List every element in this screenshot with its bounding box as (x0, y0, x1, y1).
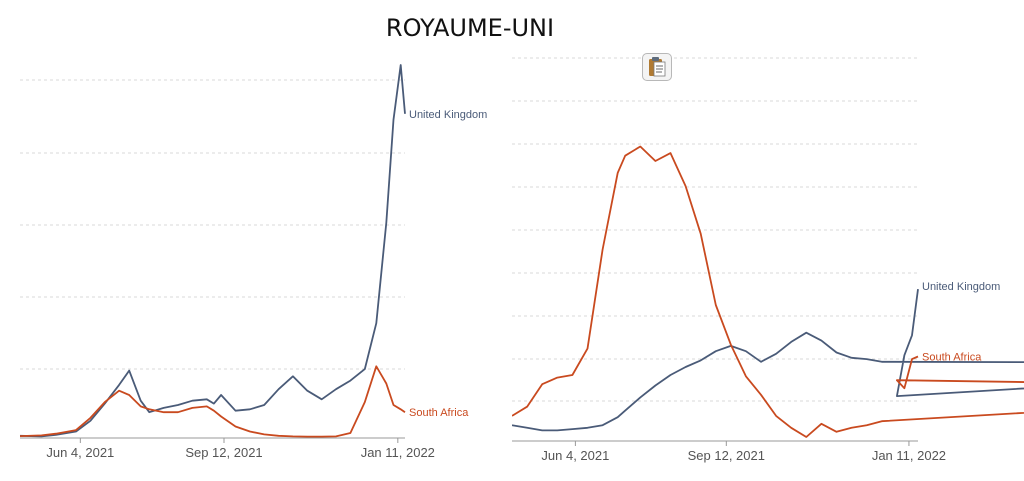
x-tick-label: Jan 11, 2022 (361, 445, 435, 460)
series-label: South Africa (409, 407, 469, 419)
clipboard-icon (649, 57, 666, 77)
x-tick-label: Sep 12, 2021 (688, 448, 765, 463)
x-tick-label: Jun 4, 2021 (541, 448, 609, 463)
chart-left: Jun 4, 2021 Sep 12, 2021 Jan 11, 2022 Unite… (19, 64, 487, 460)
series-line-united-kingdom (19, 64, 406, 438)
x-tick-label: Sep 12, 2021 (185, 445, 262, 460)
series-label: United Kingdom (409, 109, 487, 121)
series-label: South Africa (922, 351, 982, 363)
x-tick-label: Jan 11, 2022 (872, 448, 946, 463)
series-line-south-africa (512, 145, 1024, 438)
chart-right: Jun 4, 2021 Sep 12, 2021 Jan 11, 2022 Unite… (512, 57, 1024, 463)
x-tick-label: Jun 4, 2021 (46, 445, 114, 460)
page-title: ROYAUME-UNI (385, 14, 555, 42)
clipboard-button[interactable] (642, 53, 672, 81)
series-label: United Kingdom (922, 281, 1000, 293)
series-line-south-africa (19, 365, 406, 438)
